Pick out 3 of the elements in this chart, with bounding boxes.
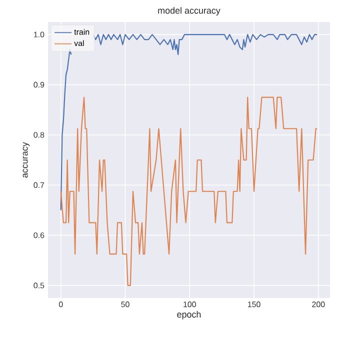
chart-title: model accuracy	[158, 7, 220, 16]
y-axis-title: accuracy	[22, 142, 30, 178]
x-axis-title: epoch	[177, 311, 201, 320]
